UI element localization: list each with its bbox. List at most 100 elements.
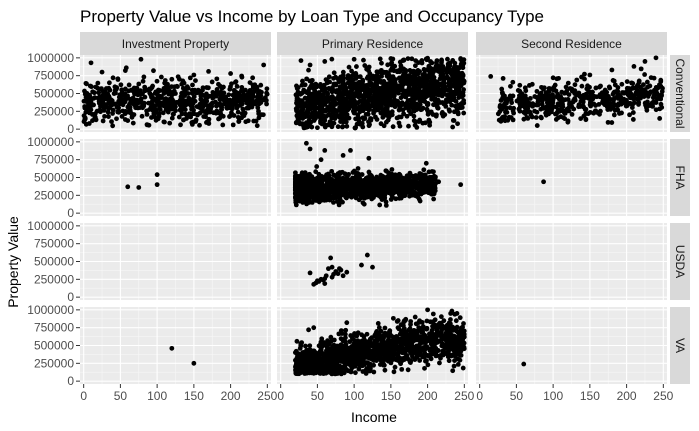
data-point [546, 111, 552, 117]
data-point [174, 100, 180, 105]
data-point [405, 81, 411, 87]
data-point [569, 86, 575, 92]
data-point [455, 361, 461, 367]
data-point [603, 94, 609, 100]
data-point [424, 82, 429, 88]
data-point [216, 81, 221, 87]
facet-row-label: USDA [673, 245, 687, 278]
facet-row-label: FHA [673, 166, 687, 190]
data-point [624, 79, 630, 85]
data-point [299, 98, 304, 104]
data-point [89, 84, 94, 90]
data-point [455, 111, 461, 117]
data-point [366, 169, 372, 175]
data-point [169, 76, 175, 82]
data-point [458, 105, 464, 111]
data-point [424, 102, 430, 108]
data-point [550, 75, 556, 81]
data-point [323, 197, 329, 203]
data-point [420, 98, 426, 104]
data-point [382, 196, 387, 202]
data-point [294, 338, 300, 344]
data-point [331, 75, 336, 81]
facet-panel [80, 55, 271, 132]
data-point [154, 182, 160, 188]
data-point [653, 107, 659, 113]
data-point [295, 111, 301, 116]
data-point [321, 108, 326, 113]
data-point [235, 91, 241, 96]
data-point [609, 67, 615, 73]
data-point [641, 87, 647, 93]
data-point [336, 79, 342, 85]
data-point [140, 78, 146, 84]
data-point [631, 64, 637, 69]
data-point [104, 104, 110, 110]
data-point [118, 82, 124, 88]
data-point [92, 95, 98, 101]
data-point [369, 183, 375, 189]
data-point [329, 264, 335, 270]
data-point [126, 82, 132, 88]
facet-panel [476, 223, 667, 300]
data-point [417, 79, 423, 85]
data-point [623, 97, 629, 103]
data-point [503, 98, 509, 104]
data-point [302, 170, 308, 176]
data-point [427, 122, 433, 128]
data-point [307, 171, 312, 177]
data-point [366, 64, 372, 70]
data-point [362, 93, 368, 99]
data-point [340, 273, 346, 279]
data-point [534, 109, 540, 115]
data-point [388, 56, 394, 61]
data-point [209, 79, 215, 85]
data-point [181, 80, 187, 86]
data-point [614, 94, 620, 100]
data-point [338, 267, 344, 273]
data-point [313, 81, 319, 87]
data-point [390, 124, 396, 130]
data-point [296, 119, 302, 125]
data-point [158, 74, 164, 80]
data-point [360, 124, 366, 130]
data-point [435, 68, 440, 74]
data-point [365, 187, 371, 193]
data-point [390, 81, 395, 87]
data-point [356, 185, 362, 191]
data-point [310, 110, 315, 116]
data-point [399, 84, 405, 90]
data-point [450, 124, 456, 130]
data-point [221, 95, 227, 100]
facet-column-strip [80, 32, 271, 55]
data-point [417, 117, 423, 123]
data-point [453, 81, 459, 86]
data-point [437, 360, 442, 366]
data-point [642, 72, 648, 77]
data-point [189, 90, 195, 96]
data-point [441, 88, 447, 94]
data-point [261, 62, 267, 68]
data-point [431, 96, 437, 102]
data-point [324, 172, 330, 178]
data-point [349, 190, 355, 196]
data-point [659, 105, 665, 110]
data-point [307, 62, 313, 68]
data-point [344, 269, 350, 275]
data-point [605, 119, 611, 125]
data-point [129, 113, 135, 119]
data-point [642, 59, 648, 64]
facet-panel [80, 139, 271, 216]
data-point [538, 114, 544, 120]
data-point [336, 92, 342, 97]
data-point [391, 369, 397, 375]
data-point [228, 113, 233, 118]
data-point [311, 183, 317, 189]
data-point [307, 101, 313, 106]
data-point [178, 122, 183, 128]
data-point [258, 93, 264, 99]
data-point [157, 105, 162, 110]
data-point [373, 114, 378, 120]
data-point [409, 104, 415, 110]
